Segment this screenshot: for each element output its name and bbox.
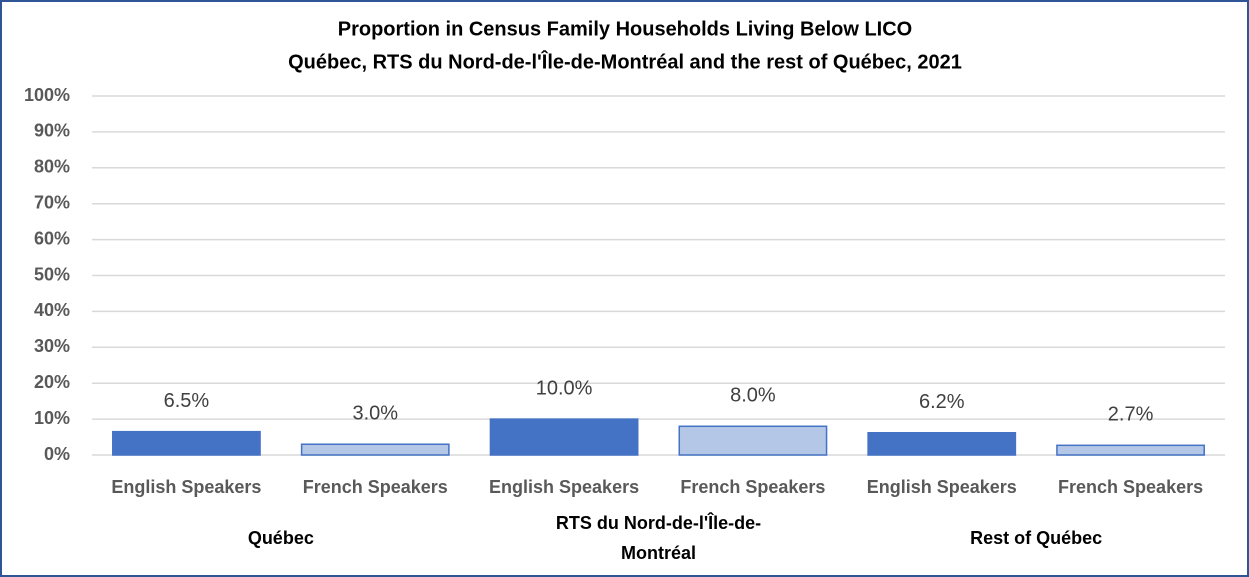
x-tick-label: French Speakers — [303, 477, 448, 497]
data-label: 6.5% — [164, 390, 210, 412]
bar — [678, 425, 828, 456]
y-tick-label: 30% — [34, 336, 70, 356]
bar — [867, 431, 1017, 456]
y-tick-label: 20% — [34, 372, 70, 392]
x-tick-label: English Speakers — [867, 477, 1017, 497]
data-label: 2.7% — [1108, 404, 1154, 426]
group-label: RTS du Nord-de-l'Île-de-Montréal — [555, 513, 762, 563]
y-tick-label: 80% — [34, 157, 70, 177]
group-label: Rest of Québec — [970, 528, 1103, 548]
data-label: 8.0% — [730, 385, 776, 407]
bar — [489, 418, 639, 456]
y-tick-label: 50% — [34, 264, 70, 284]
y-tick-label: 40% — [34, 300, 70, 320]
x-tick-label: English Speakers — [111, 477, 261, 497]
data-label: 10.0% — [536, 377, 593, 399]
y-tick-label: 0% — [44, 444, 70, 464]
y-tick-label: 10% — [34, 408, 70, 428]
x-tick-label: English Speakers — [489, 477, 639, 497]
x-tick-label: French Speakers — [680, 477, 825, 497]
bar — [300, 443, 450, 456]
bar — [1056, 444, 1205, 456]
data-label: 3.0% — [352, 403, 398, 425]
data-label: 6.2% — [919, 391, 965, 413]
x-tick-label: French Speakers — [1058, 477, 1203, 497]
y-tick-label: 60% — [34, 228, 70, 248]
chart-title: Proportion in Census Family Households L… — [338, 18, 913, 40]
y-tick-label: 70% — [34, 192, 70, 212]
chart-subtitle: Québec, RTS du Nord-de-l'Île-de-Montréal… — [288, 49, 962, 73]
y-tick-label: 100% — [24, 85, 70, 105]
y-tick-label: 90% — [34, 121, 70, 141]
bar — [112, 430, 261, 456]
group-label: Québec — [247, 528, 314, 548]
